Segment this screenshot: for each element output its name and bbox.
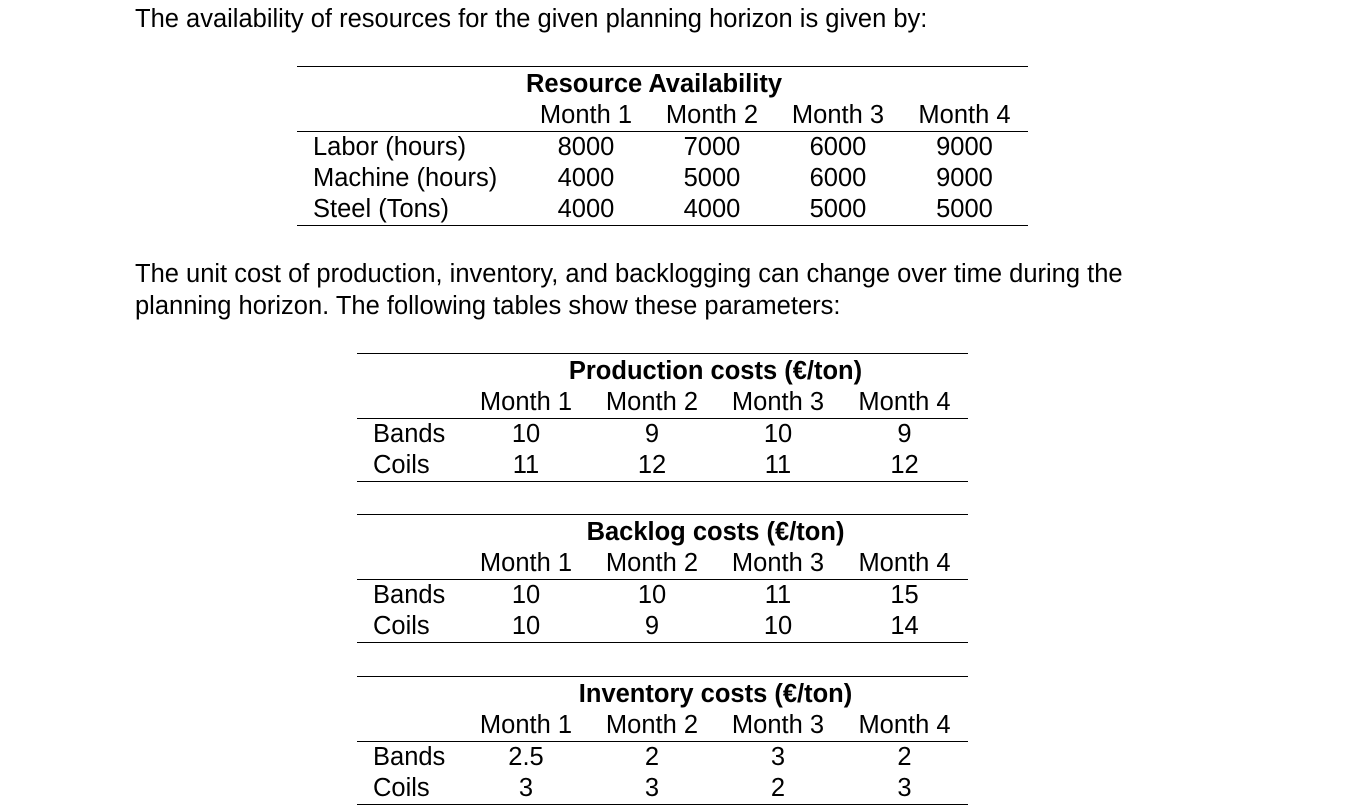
table-row: Coils 10 9 10 14 (357, 611, 969, 643)
row-label: Coils (357, 450, 463, 482)
cell-value: 11 (715, 450, 841, 482)
table-row: Bands 10 9 10 9 (357, 419, 968, 451)
month-header: Month 3 (715, 387, 841, 419)
row-label: Machine (hours) (313, 164, 498, 192)
table-title: Production costs (€/ton) (463, 353, 968, 387)
table-row: Bands 10 10 11 15 (357, 580, 968, 612)
cell-value: 2 (644, 743, 660, 771)
cell-value: 4000 (523, 194, 649, 226)
cost-paragraph-line-1: The unit cost of production, inventory, … (135, 260, 1123, 288)
cell-value: 4000 (649, 194, 775, 226)
month-header: Month 1 (463, 548, 589, 580)
inventory-costs-table: Inventory costs (€/ton) Month 1 Month 2 … (357, 676, 969, 805)
table-row: Coils 3 3 2 3 (357, 773, 969, 805)
cell-value: 2 (715, 773, 841, 805)
month-header: Month 1 (523, 100, 649, 132)
cell-value: 10 (463, 611, 589, 643)
table-row: Labor (hours) 8000 7000 6000 9000 (297, 132, 1028, 164)
table-row: Coils 11 12 11 12 (357, 450, 968, 482)
month-header: Month 1 (463, 387, 589, 419)
cell-value: 5000 (901, 194, 1028, 226)
cell-value: 8000 (557, 133, 615, 161)
production-costs-table: Production costs (€/ton) Month 1 Month 2… (357, 353, 968, 482)
cell-value: 10 (715, 611, 841, 643)
month-header: Month 1 (463, 710, 589, 742)
cell-value: 2 (897, 743, 912, 771)
cell-value: 12 (841, 450, 968, 482)
month-header: Month 2 (589, 710, 715, 742)
cell-value: 15 (890, 581, 919, 609)
backlog-costs-table: Backlog costs (€/ton) Month 1 Month 2 Mo… (357, 514, 969, 643)
month-header: Month 3 (715, 548, 841, 580)
cell-value: 9 (897, 420, 912, 448)
month-header: Month 4 (901, 100, 1028, 132)
cell-value: 9000 (936, 164, 993, 192)
month-header: Month 3 (775, 100, 901, 132)
table-row: Machine (hours) 4000 5000 6000 9000 (297, 163, 1028, 194)
cell-value: 11 (764, 581, 792, 609)
month-header: Month 2 (589, 548, 715, 580)
cell-value: 10 (511, 581, 541, 609)
intro-paragraph: The availability of resources for the gi… (135, 5, 928, 33)
table-title: Backlog costs (€/ton) (463, 514, 969, 548)
cell-value: 6000 (809, 133, 867, 161)
cell-value: 3 (589, 773, 715, 805)
month-header: Month 2 (589, 387, 715, 419)
table-row: Steel (Tons) 4000 4000 5000 5000 (297, 194, 1028, 226)
table-title: Resource Availability (525, 70, 783, 98)
cell-value: 10 (637, 581, 667, 609)
cell-value: 11 (463, 450, 589, 482)
cell-value: 5000 (683, 164, 741, 192)
row-label: Bands (373, 743, 446, 771)
resource-availability-table: Resource Availability Month 1 Month 2 Mo… (297, 66, 1028, 226)
cell-value: 4000 (557, 164, 615, 192)
row-label: Labor (hours) (313, 133, 467, 161)
month-header: Month 2 (649, 100, 775, 132)
cell-value: 7000 (683, 133, 741, 161)
cost-paragraph-line-2: planning horizon. The following tables s… (135, 292, 841, 320)
row-label: Coils (357, 773, 463, 805)
month-header: Month 3 (715, 710, 841, 742)
cell-value: 3 (463, 773, 589, 805)
cell-value: 14 (841, 611, 969, 643)
cell-value: 6000 (809, 164, 867, 192)
cell-value: 3 (841, 773, 969, 805)
cell-value: 9000 (936, 133, 993, 161)
cell-value: 9 (644, 420, 660, 448)
cell-value: 12 (589, 450, 715, 482)
cell-value: 10 (511, 420, 541, 448)
row-label: Coils (357, 611, 463, 643)
month-header: Month 4 (841, 710, 969, 742)
month-header: Month 4 (841, 548, 969, 580)
month-header: Month 4 (841, 387, 968, 419)
cell-value: 2.5 (508, 743, 544, 771)
table-title: Inventory costs (€/ton) (463, 676, 969, 710)
table-row: Bands 2.5 2 3 2 (357, 742, 968, 774)
cell-value: 10 (763, 420, 793, 448)
cell-value: 9 (589, 611, 715, 643)
row-label: Steel (Tons) (297, 194, 523, 226)
row-label: Bands (373, 581, 446, 609)
row-label: Bands (373, 420, 446, 448)
cell-value: 3 (770, 743, 786, 771)
cell-value: 5000 (775, 194, 901, 226)
